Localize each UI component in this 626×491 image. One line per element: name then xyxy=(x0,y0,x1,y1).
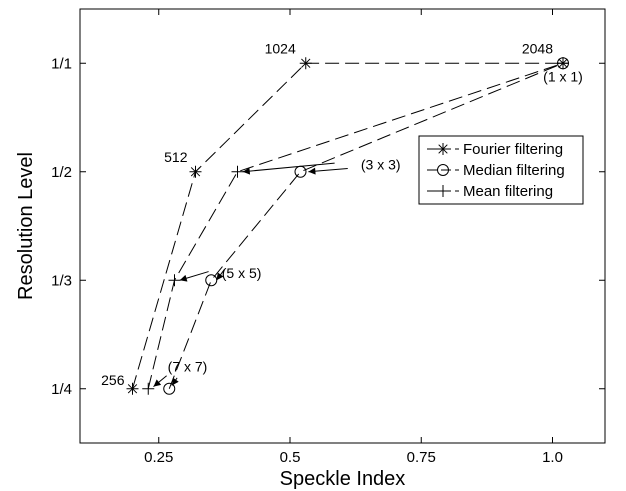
data-point xyxy=(299,57,312,70)
point-label: 256 xyxy=(101,372,125,388)
series-line xyxy=(168,62,564,389)
series-line xyxy=(147,62,564,389)
legend-marker xyxy=(437,185,449,197)
x-tick-label: 1.0 xyxy=(542,449,563,466)
window-size-annotation: (3 x 3) xyxy=(242,157,401,175)
data-point xyxy=(168,274,181,287)
annotation-label: (3 x 3) xyxy=(361,157,401,173)
point-label: 2048 xyxy=(522,40,553,56)
annotation-arrow xyxy=(171,377,179,386)
legend-marker xyxy=(437,164,449,176)
legend-item-circle: Median filtering xyxy=(427,162,565,179)
annotation-arrow xyxy=(153,375,167,387)
data-point xyxy=(294,165,307,178)
x-tick-label: 0.25 xyxy=(144,449,173,466)
data-point xyxy=(189,165,202,178)
annotation-label: (1 x 1) xyxy=(543,69,583,85)
annotation-arrow xyxy=(242,162,335,175)
legend-item-asterisk: Fourier filtering xyxy=(427,141,563,158)
data-point xyxy=(205,274,218,287)
data-point xyxy=(126,382,139,395)
legend-label: Fourier filtering xyxy=(463,141,563,158)
point-label: 512 xyxy=(164,149,188,165)
y-tick-label: 1/1 xyxy=(51,55,72,72)
annotation-arrow xyxy=(308,167,348,175)
y-axis-title: Resolution Level xyxy=(15,152,37,300)
legend-item-plus: Mean filtering xyxy=(427,183,553,200)
legend-items: Fourier filtering Median filtering Mean fi… xyxy=(427,141,565,200)
y-tick-label: 1/3 xyxy=(51,272,72,289)
window-size-annotation: (7 x 7) xyxy=(153,358,208,387)
series-plus xyxy=(142,57,569,395)
annotation-label: (7 x 7) xyxy=(168,358,208,374)
series-line xyxy=(132,62,563,389)
x-axis-title: Speckle Index xyxy=(280,468,406,490)
annotation-label: (5 x 5) xyxy=(222,265,262,281)
series-layer xyxy=(126,57,569,395)
legend: Fourier filtering Median filtering Mean fi… xyxy=(418,135,584,205)
y-tick-label: 1/4 xyxy=(51,381,72,398)
annotation-arrow xyxy=(216,269,225,281)
point-label: 1024 xyxy=(265,40,296,56)
tick-layer: 0.25 0.5 0.75 1.0 1/4 1/3 1/2 1/1 xyxy=(51,9,605,466)
window-size-annotation: (1 x 1) xyxy=(543,69,583,85)
y-tick-label: 1/2 xyxy=(51,164,72,181)
legend-label: Mean filtering xyxy=(463,183,553,200)
data-point xyxy=(142,382,155,395)
series-circle xyxy=(163,57,569,395)
x-tick-label: 0.5 xyxy=(280,449,301,466)
annotation-layer: 256 512 1024 2048 (1 x 1) (3 x 3) (5 x 5) (7 x … xyxy=(101,40,583,388)
series-asterisk xyxy=(126,57,569,395)
window-size-annotation: (5 x 5) xyxy=(179,265,262,282)
legend-marker xyxy=(437,143,449,155)
x-tick-label: 0.75 xyxy=(407,449,436,466)
data-point xyxy=(231,165,244,178)
data-point xyxy=(163,382,176,395)
annotation-arrow xyxy=(179,271,209,282)
legend-label: Median filtering xyxy=(463,162,565,179)
plot-frame xyxy=(79,8,606,444)
data-point xyxy=(557,57,569,70)
